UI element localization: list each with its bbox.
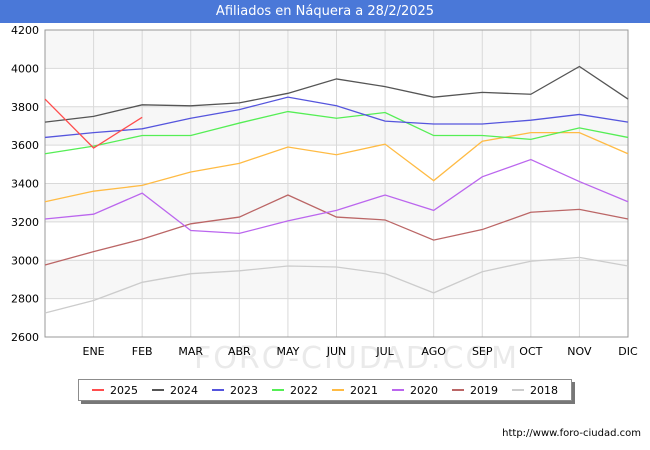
series-line-2021 [44,132,629,203]
x-tick-label: MAR [178,345,203,358]
x-tick-label: DIC [618,345,638,358]
chart-legend: 2025 2024 2023 2022 2021 2020 2019 2018 [78,379,572,401]
legend-item-2020: 2020 [392,384,438,397]
series-line-2024 [44,65,629,123]
legend-swatch [332,389,344,391]
legend-swatch [212,389,224,391]
x-tick-label: OCT [519,345,542,358]
legend-swatch [512,389,524,391]
source-credit: http://www.foro-ciudad.com [502,428,641,439]
legend-label: 2021 [350,383,378,397]
legend-swatch [272,389,284,391]
x-tick-label: AGO [421,345,446,358]
y-tick-label: 3400 [11,178,39,191]
legend-label: 2020 [410,383,438,397]
legend-swatch [152,389,164,391]
legend-label: 2019 [470,383,498,397]
x-tick-label: SEP [472,345,493,358]
legend-label: 2025 [110,383,138,397]
plot-frame [44,29,629,338]
y-tick-label: 4200 [11,24,39,37]
legend-item-2022: 2022 [272,384,318,397]
legend-item-2023: 2023 [212,384,258,397]
legend-item-2025: 2025 [92,384,138,397]
x-tick-label: JUL [375,345,394,358]
y-tick-label: 3200 [11,216,39,229]
series-line-2025 [44,98,143,149]
y-tick-label: 4000 [11,62,39,75]
legend-item-2021: 2021 [332,384,378,397]
x-tick-label: ABR [228,345,251,358]
legend-item-2018: 2018 [512,384,558,397]
legend-swatch [392,389,404,391]
x-tick-label: MAY [276,345,299,358]
legend-label: 2018 [530,383,558,397]
x-tick-label: NOV [567,345,592,358]
legend-label: 2023 [230,383,258,397]
y-tick-label: 3000 [11,254,39,267]
chart-title: Afiliados en Náquera a 28/2/2025 [0,0,650,23]
legend-item-2019: 2019 [452,384,498,397]
x-tick-label: FEB [132,345,153,358]
y-tick-label: 2800 [11,293,39,306]
series-line-2019 [44,194,629,266]
x-tick-label: ENE [83,345,105,358]
x-tick-label: JUN [326,345,347,358]
legend-swatch [452,389,464,391]
series-line-2023 [44,96,629,139]
y-tick-label: 3800 [11,101,39,114]
legend-label: 2022 [290,383,318,397]
series-line-2018 [44,256,629,314]
legend-swatch [92,389,104,391]
series-line-2020 [44,158,629,235]
series-line-2022 [44,110,629,155]
y-tick-label: 3600 [11,139,39,152]
watermark: FORO-CIUDAD.COM [194,341,519,376]
legend-label: 2024 [170,383,198,397]
legend-item-2024: 2024 [152,384,198,397]
y-tick-label: 2600 [11,331,39,344]
